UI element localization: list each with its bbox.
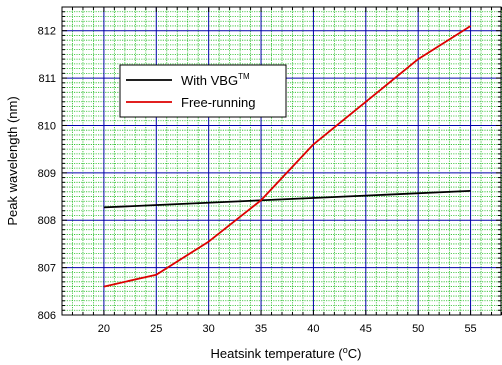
y-tick-label: 808	[38, 215, 56, 227]
x-tick-label: 20	[98, 323, 110, 335]
x-tick-label: 35	[255, 323, 267, 335]
x-tick-label: 30	[203, 323, 215, 335]
y-tick-label: 809	[38, 168, 56, 180]
legend-box	[119, 64, 287, 118]
series-line-free-running	[103, 25, 472, 288]
x-tick-label: 25	[150, 323, 162, 335]
x-tick-labels: 20 25 30 35 40 45 50 55	[98, 323, 477, 335]
legend-label-free-running: Free-running	[181, 95, 255, 110]
x-tick-label: 55	[464, 323, 476, 335]
y-tick-label: 811	[38, 73, 56, 85]
x-axis-label-unit: C)	[348, 346, 362, 361]
x-tick-label: 45	[360, 323, 372, 335]
minor-grid	[61, 7, 502, 315]
legend: With VBGTM Free-running	[119, 64, 287, 118]
y-tick-label: 810	[38, 120, 56, 132]
legend-label-with-vbg-superscript: TM	[238, 72, 250, 81]
y-tick-label: 812	[38, 26, 56, 38]
x-tick-label: 50	[412, 323, 424, 335]
plot-frame	[61, 6, 502, 316]
legend-label-with-vbg: With VBGTM	[181, 72, 250, 88]
y-tick-label: 807	[38, 263, 56, 275]
axis-ticks	[61, 6, 502, 316]
x-axis-label: Heatsink temperature (oC)	[211, 345, 362, 361]
series-line-with-vbg	[103, 190, 471, 209]
series-layer	[103, 25, 472, 288]
x-axis-label-degree: o	[343, 345, 348, 355]
y-tick-labels: 806 807 808 809 810 811 812	[38, 26, 56, 322]
y-tick-label: 806	[38, 310, 56, 322]
x-tick-label: 40	[307, 323, 319, 335]
y-axis-label: Peak wavelength (nm)	[5, 96, 20, 225]
